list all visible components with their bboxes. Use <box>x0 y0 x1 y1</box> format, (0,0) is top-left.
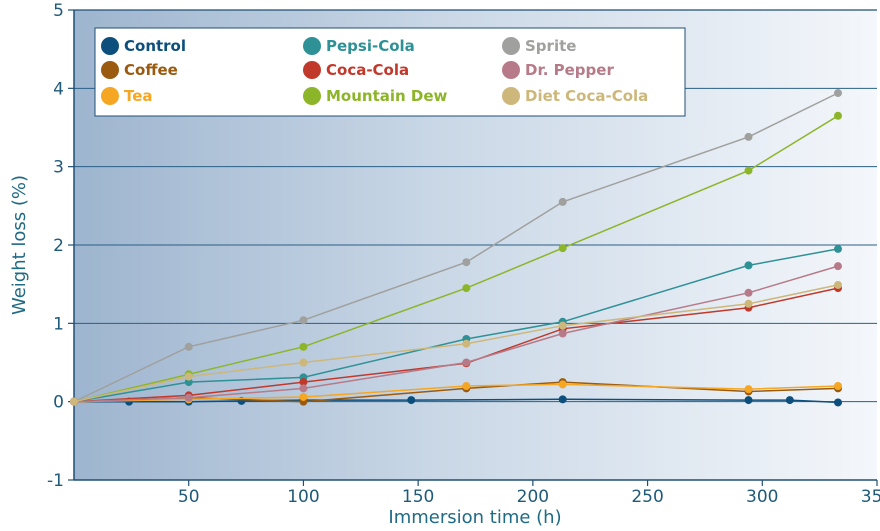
data-point-sprite <box>462 258 471 267</box>
x-tick-label: 350 <box>861 487 880 507</box>
legend-marker <box>502 87 520 105</box>
legend-label: Mountain Dew <box>326 87 448 105</box>
data-point-dr-pepper <box>462 358 471 367</box>
data-point-pepsi-cola <box>184 378 193 387</box>
data-point-mountain-dew <box>833 111 842 120</box>
legend-marker <box>303 61 321 79</box>
y-axis-title: Weight loss (%) <box>9 175 30 315</box>
legend: Control Coffee Tea Pepsi-Cola Coca-Cola Mount… <box>94 27 686 117</box>
legend-label: Control <box>124 37 186 55</box>
series-line-control <box>74 398 839 404</box>
data-point-dr-pepper <box>744 288 753 297</box>
legend-label: Diet Coca-Cola <box>525 87 648 105</box>
legend-label: Tea <box>124 87 153 105</box>
legend-label: Coca-Cola <box>326 61 409 79</box>
legend-marker <box>303 87 321 105</box>
series-lines <box>70 89 842 407</box>
legend-marker <box>101 37 119 55</box>
data-point-mountain-dew <box>299 342 308 351</box>
x-tick-label: 250 <box>631 487 663 507</box>
legend-marker <box>502 37 520 55</box>
data-point-tea <box>299 392 308 401</box>
data-point-tea <box>558 380 567 389</box>
y-tick-label: -1 <box>47 471 64 491</box>
data-point-diet-coca-cola <box>299 358 308 367</box>
legend-marker <box>303 37 321 55</box>
x-tick-label: 100 <box>287 487 319 507</box>
data-point-dr-pepper <box>833 262 842 271</box>
data-point-control <box>744 396 753 405</box>
data-point-control <box>558 395 567 404</box>
data-point-dr-pepper <box>299 384 308 393</box>
data-point-diet-coca-cola <box>184 372 193 381</box>
x-axis-title: Immersion time (h) <box>388 507 561 527</box>
data-point-mountain-dew <box>558 244 567 253</box>
data-point-coca-cola <box>299 378 308 387</box>
series-diet-coca-cola <box>70 280 842 406</box>
legend-marker <box>502 61 520 79</box>
legend-marker <box>101 87 119 105</box>
data-point-control <box>833 398 842 407</box>
data-point-sprite <box>744 132 753 141</box>
data-point-tea <box>744 385 753 394</box>
y-tick-label: 0 <box>53 393 64 413</box>
data-point-mountain-dew <box>462 284 471 293</box>
data-point-diet-coca-cola <box>462 339 471 348</box>
x-tick-label: 200 <box>517 487 549 507</box>
data-point-sprite <box>184 342 193 351</box>
series-dr-pepper <box>70 262 842 406</box>
data-point-control <box>407 396 416 405</box>
data-point-pepsi-cola <box>744 261 753 270</box>
data-point-diet-coca-cola <box>833 280 842 289</box>
x-tick-label: 50 <box>178 487 200 507</box>
data-point-tea <box>833 382 842 390</box>
data-point-diet-coca-cola <box>70 397 78 406</box>
data-point-tea <box>462 382 471 390</box>
y-tick-label: 3 <box>53 158 64 178</box>
data-point-dr-pepper <box>558 329 567 338</box>
legend-label: Pepsi-Cola <box>326 37 415 55</box>
data-point-dr-pepper <box>184 393 193 402</box>
legend-marker <box>101 61 119 79</box>
y-tick-label: 4 <box>53 79 64 99</box>
data-point-sprite <box>299 316 308 325</box>
data-point-mountain-dew <box>744 166 753 175</box>
y-tick-label: 2 <box>53 236 64 256</box>
data-point-pepsi-cola <box>833 244 842 253</box>
legend-label: Dr. Pepper <box>525 61 614 79</box>
data-point-diet-coca-cola <box>558 321 567 330</box>
y-tick-label: 1 <box>53 314 64 334</box>
y-tick-label: 5 <box>53 1 64 21</box>
data-point-control <box>785 396 794 405</box>
data-point-diet-coca-cola <box>744 299 753 308</box>
data-point-sprite <box>833 89 842 98</box>
x-tick-label: 300 <box>746 487 778 507</box>
data-point-sprite <box>558 197 567 206</box>
legend-box <box>94 27 686 117</box>
x-tick-label: 150 <box>402 487 434 507</box>
legend-label: Coffee <box>124 61 178 79</box>
legend-label: Sprite <box>525 37 576 55</box>
axes: -1 0 1 2 3 4 5 50 100 150 200 250 300 350 <box>47 1 880 507</box>
